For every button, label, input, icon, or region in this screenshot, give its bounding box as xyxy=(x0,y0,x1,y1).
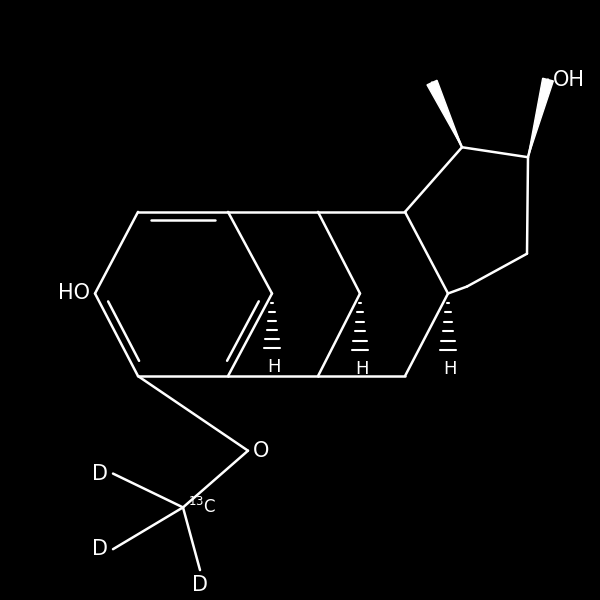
Text: H: H xyxy=(443,360,457,378)
Polygon shape xyxy=(427,80,462,147)
Text: O: O xyxy=(253,440,269,461)
Polygon shape xyxy=(528,78,553,157)
Text: D: D xyxy=(92,464,108,484)
Text: H: H xyxy=(355,360,369,378)
Text: $^{13}$C: $^{13}$C xyxy=(188,497,216,517)
Text: D: D xyxy=(192,575,208,595)
Text: D: D xyxy=(92,539,108,559)
Text: HO: HO xyxy=(58,283,90,304)
Text: H: H xyxy=(267,358,281,376)
Text: OH: OH xyxy=(553,70,585,89)
